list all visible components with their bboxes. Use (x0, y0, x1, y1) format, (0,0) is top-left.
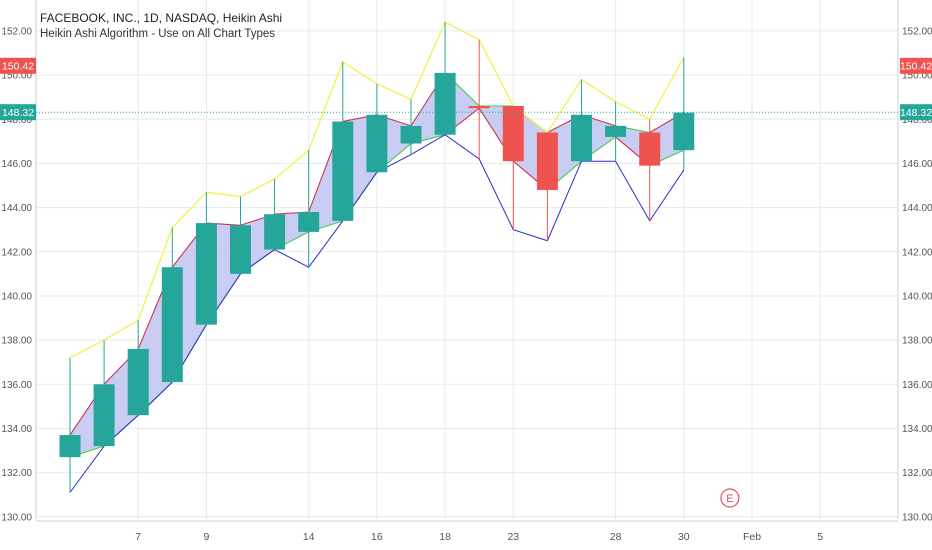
y-tick-label-left: 152.00 (1, 26, 32, 37)
candle-body-up[interactable] (366, 114, 388, 173)
y-tick-label-left: 132.00 (1, 468, 32, 479)
y-tick-label-right: 140.00 (902, 291, 932, 302)
candle-body-down[interactable] (468, 106, 490, 109)
y-tick-label-right: 136.00 (902, 380, 932, 391)
y-tick-label-left: 150.00 (1, 71, 32, 82)
last-price-badge-left-bg (0, 104, 36, 121)
high-price-badge-right: 150.42 (900, 61, 932, 73)
y-tick-label-right: 148.00 (902, 115, 932, 126)
candles (59, 22, 695, 493)
high-price-badge-left-bg (0, 57, 36, 74)
candle-body-up[interactable] (59, 435, 81, 458)
y-tick-label-right: 132.00 (902, 468, 932, 479)
last-price-badge-left: 148.32 (2, 107, 34, 119)
candle-body-down[interactable] (502, 106, 524, 162)
y-tick-label-left: 148.00 (1, 115, 32, 126)
y-tick-label-right: 130.00 (902, 512, 932, 523)
candle-body-up[interactable] (230, 225, 251, 274)
x-tick-label: 18 (439, 531, 451, 543)
x-tick-label: 30 (678, 531, 690, 543)
candle-body-down[interactable] (639, 132, 661, 166)
last-price-badge-right-bg (900, 104, 932, 121)
high-price-badge-left: 150.42 (2, 61, 34, 73)
time-axis[interactable]: 7 9 14 16 18 23 28 30 Feb 5 (36, 520, 898, 543)
x-tick-label: 9 (203, 531, 209, 543)
last-price-badge-right: 148.32 (900, 107, 932, 119)
candle-body-up[interactable] (332, 121, 354, 221)
candle-body-up[interactable] (161, 267, 183, 383)
candle-body-up[interactable] (127, 348, 149, 416)
right-price-axis[interactable]: 152.00 150.00 148.00 146.00 144.00 142.00 140.… (897, 0, 932, 523)
x-tick-label: 14 (303, 531, 315, 543)
left-price-axis[interactable]: 152.00 150.00 148.00 146.00 144.00 142.00 140.… (1, 0, 37, 523)
y-tick-label-right: 138.00 (902, 336, 932, 347)
y-tick-label-right: 144.00 (902, 203, 932, 214)
event-markers[interactable]: E (720, 488, 740, 508)
candle-body-up[interactable] (195, 223, 217, 325)
y-tick-label-left: 144.00 (1, 203, 32, 214)
candle-body-up[interactable] (298, 212, 320, 232)
candle-body-up[interactable] (264, 214, 286, 250)
candle-body-up[interactable] (605, 125, 627, 137)
y-tick-label-left: 136.00 (1, 380, 32, 391)
y-tick-label-right: 134.00 (902, 424, 932, 435)
candle-body-up[interactable] (673, 112, 695, 151)
ha-fill-area (70, 72, 684, 458)
y-tick-label-right: 150.00 (902, 71, 932, 82)
x-tick-label: 5 (817, 531, 823, 543)
earnings-event-label: E (726, 493, 733, 505)
y-tick-label-left: 142.00 (1, 247, 32, 258)
y-tick-label-right: 146.00 (902, 159, 932, 170)
candle-body-down[interactable] (536, 132, 558, 190)
y-tick-label-left: 140.00 (1, 291, 32, 302)
y-tick-label-left: 134.00 (1, 424, 32, 435)
y-tick-label-right: 152.00 (902, 26, 932, 37)
candle-body-up[interactable] (400, 125, 422, 144)
high-price-badge-right-bg (900, 57, 932, 74)
candle-body-up[interactable] (93, 384, 115, 447)
x-tick-label: 16 (371, 531, 383, 543)
y-tick-label-left: 130.00 (1, 512, 32, 523)
grid-lines (36, 0, 898, 519)
candle-body-up[interactable] (434, 72, 456, 135)
x-tick-label: 28 (610, 531, 622, 543)
y-tick-label-left: 138.00 (1, 336, 32, 347)
earnings-event-icon[interactable] (720, 488, 740, 508)
candle-body-up[interactable] (571, 114, 592, 162)
x-tick-label: 23 (507, 531, 519, 543)
x-tick-label: 7 (135, 531, 141, 543)
x-tick-label: Feb (743, 531, 761, 543)
y-tick-label-right: 142.00 (902, 247, 932, 258)
price-badges: 150.42 150.42 148.32 148.32 (0, 57, 932, 121)
y-tick-label-left: 146.00 (1, 159, 32, 170)
